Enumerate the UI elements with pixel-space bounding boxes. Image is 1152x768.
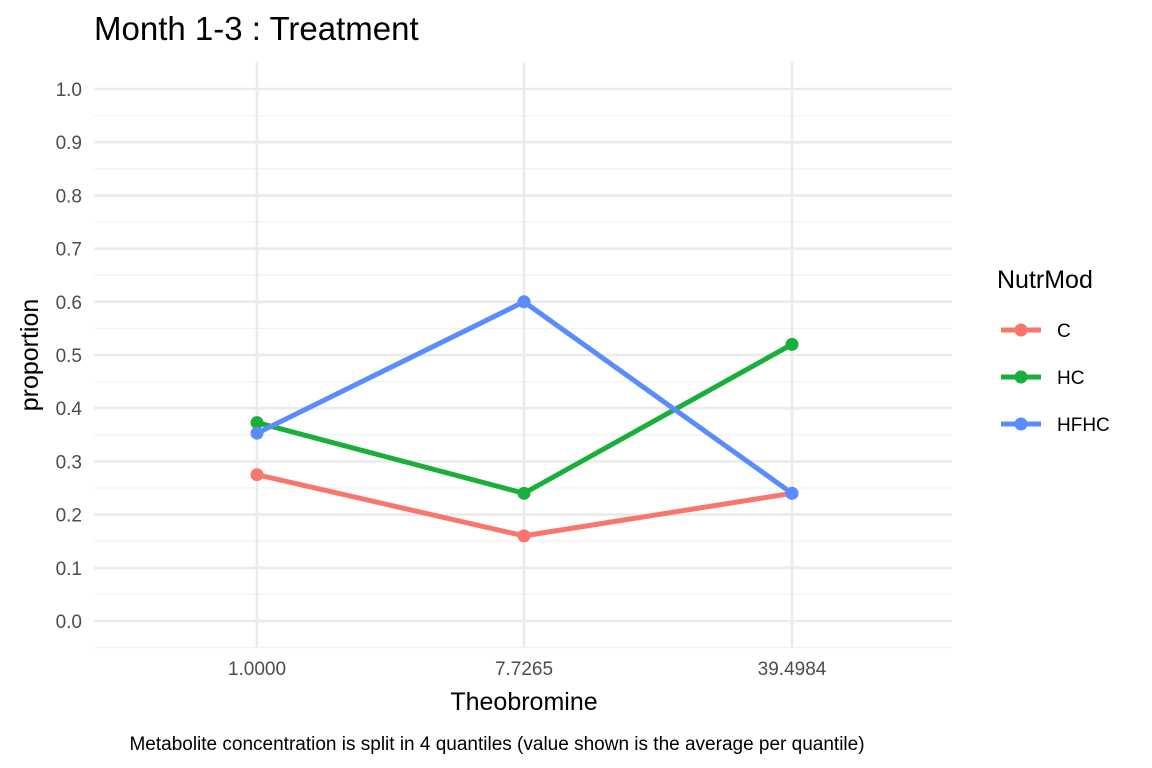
legend-label: HC: [1057, 368, 1084, 389]
legend-key-point: [1014, 370, 1028, 384]
y-tick-label: 0.4: [56, 399, 83, 420]
data-point: [250, 468, 264, 482]
grid: [94, 62, 952, 649]
y-axis-title: proportion: [16, 299, 44, 412]
y-tick-label: 0.2: [56, 506, 82, 527]
x-tick-label: 1.0000: [228, 659, 286, 680]
series-lines: [250, 295, 799, 543]
series-hfhc: [250, 295, 799, 500]
y-tick-label: 0.9: [56, 133, 82, 154]
data-point: [785, 486, 799, 500]
legend: NutrMod C HC HFHC: [997, 266, 1110, 436]
data-point: [517, 486, 531, 500]
y-tick-label: 0.0: [56, 612, 82, 633]
y-tick-label: 0.6: [56, 293, 82, 314]
data-point: [517, 529, 531, 543]
legend-title: NutrMod: [997, 266, 1093, 294]
legend-items: C HC HFHC: [1001, 321, 1110, 436]
x-axis-ticks: 1.0000 7.7265 39.4984: [228, 659, 827, 680]
chart-caption: Metabolite concentration is split in 4 q…: [129, 734, 864, 755]
data-point: [250, 416, 264, 430]
series-hc: [250, 337, 799, 500]
x-tick-label: 7.7265: [495, 659, 553, 680]
legend-label: C: [1057, 321, 1071, 342]
data-point: [250, 426, 264, 440]
legend-key-point: [1014, 417, 1028, 431]
data-point: [517, 295, 531, 309]
chart-title: Month 1-3 : Treatment: [94, 10, 419, 47]
legend-label: HFHC: [1057, 415, 1110, 436]
legend-item-hc: HC: [1001, 368, 1084, 389]
legend-key-point: [1014, 323, 1028, 337]
y-tick-label: 0.7: [56, 240, 82, 261]
legend-item-hfhc: HFHC: [1001, 415, 1110, 436]
legend-item-c: C: [1001, 321, 1071, 342]
y-tick-label: 0.1: [56, 559, 82, 580]
y-tick-label: 1.0: [56, 80, 82, 101]
y-tick-label: 0.8: [56, 186, 82, 207]
y-tick-label: 0.5: [56, 346, 82, 367]
x-tick-label: 39.4984: [758, 659, 827, 680]
data-point: [785, 337, 799, 351]
y-tick-label: 0.3: [56, 452, 82, 473]
y-axis-ticks: 0.0 0.1 0.2 0.3 0.4 0.5 0.6 0.7 0.8 0.9 1.0: [56, 80, 83, 633]
x-axis-title: Theobromine: [450, 688, 597, 716]
